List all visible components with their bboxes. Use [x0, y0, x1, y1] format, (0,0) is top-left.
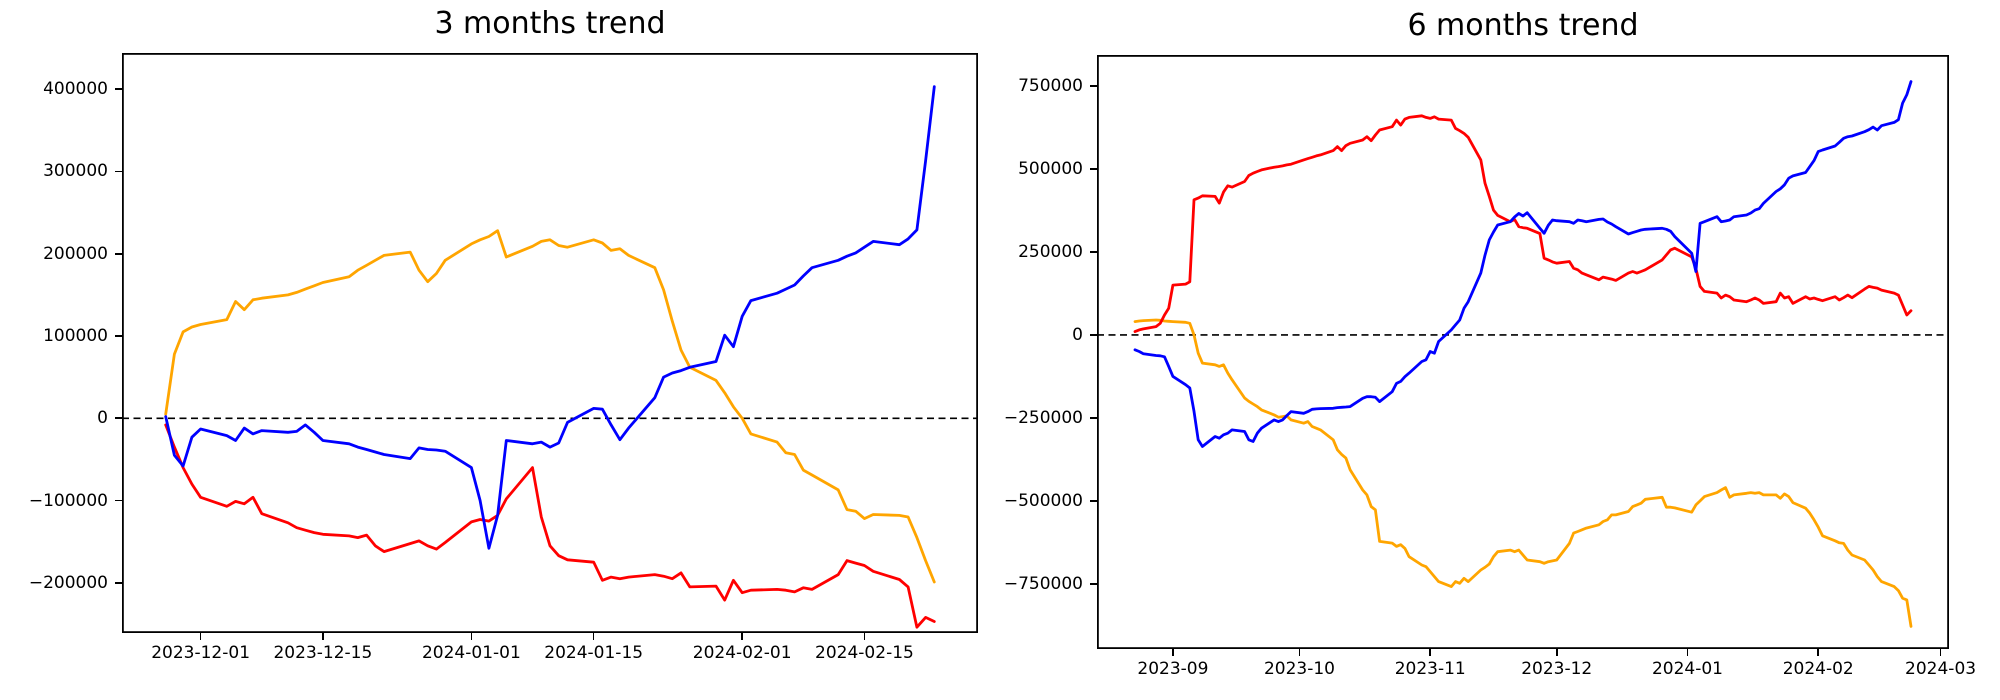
- y-tick-mark: [1090, 500, 1097, 502]
- series-line-red: [164, 423, 936, 629]
- x-tick-label: 2024-01: [1651, 659, 1723, 679]
- series-line-orange: [164, 229, 936, 584]
- x-tick-mark: [1298, 649, 1301, 656]
- x-tick-label: 2023-12-01: [151, 643, 251, 663]
- x-tick-mark: [1817, 649, 1820, 656]
- y-tick-mark: [1090, 583, 1097, 585]
- axes-spines: [121, 52, 979, 634]
- x-tick-mark: [592, 633, 595, 640]
- y-tick-label: 100000: [43, 326, 108, 346]
- y-tick-label: 500000: [1018, 158, 1083, 179]
- y-tick-mark: [115, 88, 122, 90]
- y-tick-mark: [1090, 417, 1097, 419]
- series-line-orange: [1133, 318, 1913, 628]
- y-tick-label: 200000: [43, 243, 108, 264]
- y-tick-mark: [1090, 251, 1097, 253]
- series-line-blue: [1133, 80, 1913, 448]
- x-tick-label: 2024-02-15: [815, 643, 914, 663]
- y-tick-label: 0: [1072, 324, 1083, 345]
- axes-spines: [1096, 54, 1950, 650]
- x-tick-label: 2024-01-01: [421, 643, 521, 663]
- chart-title-6-months: 6 months trend: [1407, 8, 1639, 43]
- y-tick-mark: [115, 582, 122, 584]
- x-tick-mark: [199, 633, 202, 640]
- y-tick-label: 250000: [1018, 241, 1083, 262]
- y-tick-label: −250000: [1003, 407, 1083, 428]
- x-tick-label: 2023-12-15: [273, 643, 373, 663]
- x-tick-label: 2023-11: [1394, 659, 1466, 679]
- y-tick-mark: [115, 335, 122, 337]
- y-tick-mark: [115, 417, 122, 420]
- y-tick-label: −500000: [1003, 490, 1083, 511]
- plot-area-6-months-trend: [1096, 54, 1950, 650]
- x-tick-mark: [470, 633, 473, 640]
- series-line-red: [1133, 114, 1913, 334]
- chart-title-3-months: 3 months trend: [434, 6, 666, 41]
- y-tick-label: −750000: [1003, 573, 1083, 594]
- x-tick-label: 2024-02: [1782, 659, 1854, 679]
- x-tick-mark: [322, 633, 324, 640]
- x-tick-mark: [1939, 649, 1942, 656]
- y-tick-mark: [1090, 168, 1097, 170]
- x-tick-mark: [741, 633, 743, 640]
- x-tick-label: 2023-09: [1137, 659, 1209, 679]
- plot-area-3-months-trend: [121, 52, 979, 634]
- y-tick-label: 0: [97, 408, 108, 429]
- series-line-blue: [164, 85, 936, 550]
- x-tick-mark: [1686, 649, 1689, 656]
- x-tick-mark: [1555, 649, 1558, 656]
- x-tick-mark: [863, 633, 866, 640]
- y-tick-mark: [1090, 334, 1097, 336]
- y-tick-mark: [115, 499, 122, 502]
- y-tick-mark: [115, 170, 122, 173]
- x-tick-label: 2024-01-15: [544, 643, 644, 663]
- y-tick-label: 750000: [1018, 75, 1083, 96]
- y-tick-label: 400000: [43, 79, 108, 100]
- x-tick-label: 2024-02-01: [692, 643, 792, 663]
- x-tick-label: 2023-10: [1263, 659, 1335, 679]
- x-tick-mark: [1172, 649, 1174, 656]
- x-tick-label: 2024-03: [1905, 659, 1977, 679]
- x-tick-label: 2023-12: [1521, 659, 1593, 679]
- x-tick-mark: [1429, 649, 1431, 656]
- y-tick-mark: [115, 252, 122, 255]
- y-tick-label: −100000: [28, 490, 108, 511]
- y-tick-mark: [1090, 85, 1097, 87]
- y-tick-label: 300000: [43, 161, 108, 182]
- y-tick-label: −200000: [28, 572, 108, 593]
